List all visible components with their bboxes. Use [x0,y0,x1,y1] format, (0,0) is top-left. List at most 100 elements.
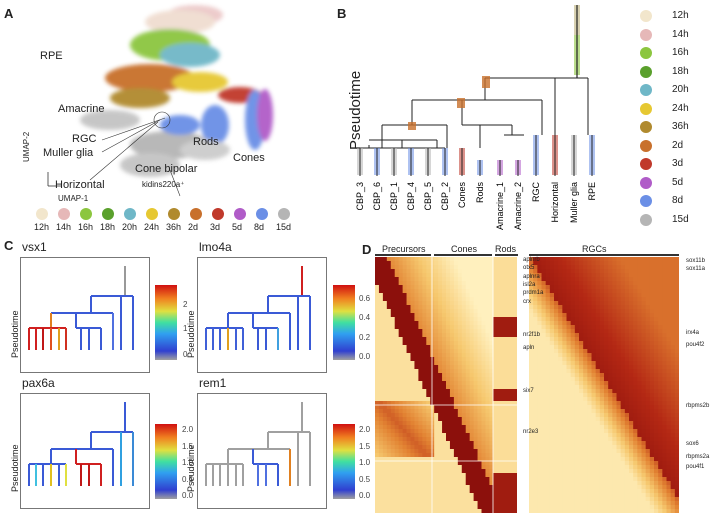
legend-b-dot-2d [640,139,652,152]
gene-tree-box-rem1 [197,393,327,509]
heatmap-right [529,257,679,513]
left-gene-aplnra: aplnra [523,274,540,280]
gene-ylabel-4: Pseudotime [186,444,196,492]
cbar1-tick-2: 2 [183,300,188,309]
cbar2-tick-04: 0.4 [359,313,371,322]
right-gene-sox6: sox6 [686,441,699,447]
lineage-tree: CBP_3 CBP_6 CBP_1 CBP_4 CBP_5 CBP_2 Cones Rods A… [355,5,597,230]
gene-title-vsx1: vsx1 [22,240,47,254]
umap-label-rpe: RPE [40,50,63,62]
legend-a-label-24h: 24h [144,222,160,232]
hm-head-rgcs: RGCs [582,244,607,254]
right-gene-sox11b: sox11b [686,258,705,264]
gene-tree-rem1 [205,402,311,486]
umap-label-kidins220a: kidins220a⁺ [142,180,185,189]
legend-b-label-16h: 16h [672,47,689,58]
hm-head-cones: Cones [451,244,478,254]
panel-d-letter: D [362,242,372,257]
tree-leaf-label-2: CBP_1 [389,182,399,211]
panel-b-letter: B [337,6,347,21]
umap-plot [47,5,273,197]
left-gene-nr2f1b: nr2f1b [523,332,541,338]
left-gene-otx5: otx5 [523,265,535,271]
legend-b-dot-16h [640,47,652,59]
legend-a-label-5d: 5d [232,222,243,232]
umap-label-amacrine: Amacrine [58,103,105,115]
gene-tree-box-pax6a [20,393,150,509]
cbar2-tick-06: 0.6 [359,294,371,303]
panel-c-letter: C [4,238,14,253]
legend-b-dot-12h [640,10,652,22]
legend-a-label-8d: 8d [254,222,265,232]
cbar4-tick-15: 1.5 [359,442,371,451]
tree-leaf-label-3: CBP_4 [406,182,416,211]
cbar3-tick-00: 0.0 [182,491,194,500]
right-gene-sox11a: sox11a [686,266,705,272]
gene-title-pax6a: pax6a [22,376,55,390]
umap-label-muller-glia: Muller glia [43,147,94,159]
right-gene-pou4f1: pou4f1 [686,464,705,470]
left-gene-apln: apln [523,345,535,351]
legend-b-label-36h: 36h [672,121,689,132]
cbar3-tick-20: 2.0 [182,425,194,434]
legend-b-dot-14h [640,28,652,41]
legend-b-dot-15d [640,213,652,226]
heatmap-left [375,257,517,513]
legend-b-dot-36h [640,121,652,133]
cbar2-tick-00: 0.0 [359,352,371,361]
panel-a-letter: A [4,6,14,21]
left-gene-six7: six7 [523,388,534,394]
colorbar-rem1 [333,424,355,499]
legend-a-dot-12h [36,208,48,220]
gene-tree-box-lmo4a [197,257,327,373]
legend-b-label-14h: 14h [672,28,689,40]
legend-a-dot-15d [278,208,290,220]
legend-a-dot-8d [256,208,268,220]
cbar3-tick-10: 1.0 [182,458,194,467]
legend-b-label-12h: 12h [672,10,689,21]
cbar4-tick-00: 0.0 [359,491,371,500]
tree-leaf-label-11: Horizontal [550,182,560,223]
tree-leaf-label-1: CBP_6 [372,182,382,211]
gene-tree-pax6a [28,402,134,486]
cbar1-tick-1: 1 [183,324,188,333]
colorbar-vsx1 [155,285,177,360]
legend-a-label-18h: 18h [100,222,116,232]
gene-ylabel-2: Pseudotime [186,310,196,358]
umap-label-rods: Rods [193,136,219,148]
legend-b-dot-20h [640,84,652,96]
legend-b-label-2d: 2d [672,139,684,151]
cbar4-tick-10: 1.0 [359,458,371,467]
umap-label-cones: Cones [233,152,265,164]
legend-a-label-16h: 16h [78,222,94,232]
umap-label-cone-bipolar: Cone bipolar [135,163,198,175]
hm-head-precursors: Precursors [382,244,426,254]
gene-ylabel-3: Pseudotime [10,444,20,492]
colorbar-pax6a [155,424,177,499]
gene-tree-vsx1 [28,266,134,350]
left-gene-prdm1a: prdm1a [523,290,544,296]
legend-b-label-5d: 5d [672,176,684,188]
legend-a-label-14h: 14h [56,222,72,232]
legend-b-dot-24h [640,102,652,115]
gene-tree-box-vsx1 [20,257,150,373]
legend-b-dot-18h [640,65,652,78]
tree-leaf-label-7: Rods [475,182,485,204]
tree-leaf-label-0: CBP_3 [355,182,365,211]
umap-label-horizontal: Horizontal [55,179,105,191]
hm-head-bars [375,254,679,256]
tree-leaf-label-13: RPE [587,182,597,201]
legend-a-dot-24h [146,208,158,220]
legend-a-dot-20h [124,208,136,220]
cbar3-tick-15: 1.5 [182,442,194,451]
legend-a-dot-2d [190,208,202,220]
legend-a-label-15d: 15d [276,222,292,232]
legend-b-dot-5d [640,176,652,189]
legend-b-dot-3d [640,158,652,170]
tree-leaf-label-8: Amacrine_1 [495,182,505,230]
legend-a-label-20h: 20h [122,222,138,232]
tree-leaf-label-9: Amacrine_2 [513,182,523,230]
gene-ylabel-1: Pseudotime [10,310,20,358]
legend-b-label-20h: 20h [672,84,689,95]
right-gene-rbpms2a: rbpms2a [686,454,710,460]
